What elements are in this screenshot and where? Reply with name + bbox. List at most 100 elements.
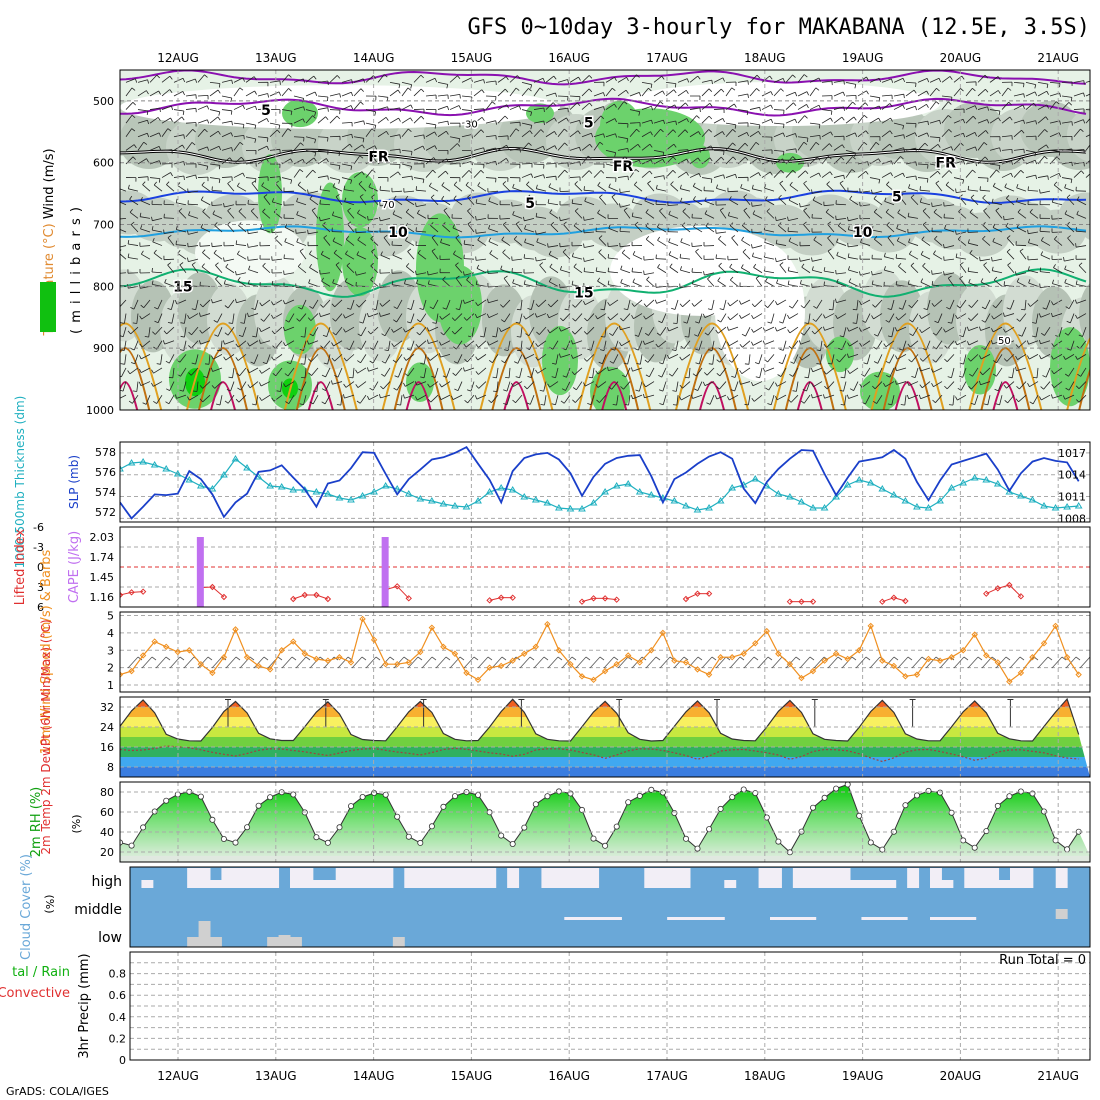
wind-barb [869,142,877,151]
wind-barb [461,77,472,83]
wind-barb-feather [403,382,406,387]
wind-barb [152,217,163,222]
wind-barb-feather [782,78,786,83]
high-cloud-gap [210,880,222,888]
wind-barb [644,200,655,206]
wind-barb-feather [979,186,981,191]
wind-barb-feather [260,225,263,230]
wind-barb [1016,281,1027,287]
wind-barb [405,226,415,233]
wind-barb [323,340,331,349]
surface-contour [675,322,749,410]
wind-barb-feather [919,329,923,333]
wind-barb-feather [579,147,581,152]
thickness-point [243,464,251,471]
thickness-point [682,502,690,509]
wind-barb [560,245,571,248]
surface-barb [939,656,951,669]
wind-barb-feather [991,315,995,320]
wind-barb-feather [983,403,988,406]
mid-cloud-gap [895,917,908,920]
wind-barb [384,367,391,377]
wind-barb [557,169,565,178]
wind-barb [653,175,664,178]
wind-barb [765,281,775,287]
wind-barb [152,241,163,246]
wind-barb [908,381,919,386]
wind-barb [257,93,268,97]
wind-barb [301,381,307,391]
wind-barb [748,395,751,406]
wind-barb [1040,354,1051,360]
contour-label: 15 [574,286,593,302]
wind-barb-feather [919,314,922,319]
wind-barb [261,185,271,192]
wind-barb-feather [381,360,386,364]
wind-barb [849,198,859,206]
wind-barb [773,170,782,178]
wind-barb-feather [638,111,641,116]
wind-barb-feather [895,280,898,285]
wind-barb-feather [778,194,782,199]
wind-barb-feather [360,101,364,105]
wind-barb [970,197,979,206]
thickness-point [728,484,737,491]
wind-barb [629,92,640,97]
wind-barb-feather [662,152,665,157]
wind-barb [977,130,986,138]
wind-barb [705,225,715,233]
wind-barb [800,340,811,345]
wind-barb [349,340,355,350]
wind-barb [341,163,352,167]
wind-barb [353,101,361,110]
wind-barb-feather [1080,128,1084,133]
wind-barb-feather [572,304,576,308]
wind-barb [506,381,511,392]
wind-barb-feather [167,128,172,132]
wind-speed-point [890,662,898,670]
wind-barb-feather [872,385,876,390]
wind-barb [897,212,907,219]
wind-barb-feather [242,77,245,82]
wind-barb [477,185,487,192]
wind-barb [929,119,940,124]
wind-barb [877,326,883,337]
wind-barb-feather [922,262,926,267]
wind-barb-feather [474,313,478,318]
wind-barb [584,245,595,248]
wind-barb [949,299,955,310]
wind-barb-feather [675,120,677,126]
wind-barb [555,354,559,365]
contour-label: 10 [388,225,408,241]
wind-barb-feather [787,280,790,285]
wind-barb [401,87,409,97]
wind-barb [485,135,496,138]
surface-barb-feather [865,656,871,661]
wind-barb [1079,340,1087,349]
wind-barb [997,381,1003,392]
wind-barb-feather [188,372,192,376]
wind-barb-feather [1051,355,1054,360]
thickness-point [1040,502,1048,509]
wind-barb [533,129,542,138]
wind-barb [236,299,247,304]
wind-barb [549,381,559,388]
top-date-label: 14AUG [353,51,395,65]
wind-barb [362,313,367,324]
mid-cloud-gap [678,917,691,920]
wind-speed-point [509,657,516,664]
wind-barb [209,89,219,97]
wind-barb [368,217,379,221]
temp-band [120,717,1090,727]
wind-barb-feather [716,359,721,363]
wind-barb [905,132,916,138]
wind-barb [675,381,679,392]
high-cloud-clear [564,868,577,888]
wind-barb [761,171,771,178]
wind-barb-feather [956,305,961,309]
wind-barb-feather [439,353,441,358]
wind-barb-feather [598,235,603,239]
wind-barb [716,188,727,192]
wind-barb [497,104,507,110]
wind-barb-feather [1020,170,1024,174]
